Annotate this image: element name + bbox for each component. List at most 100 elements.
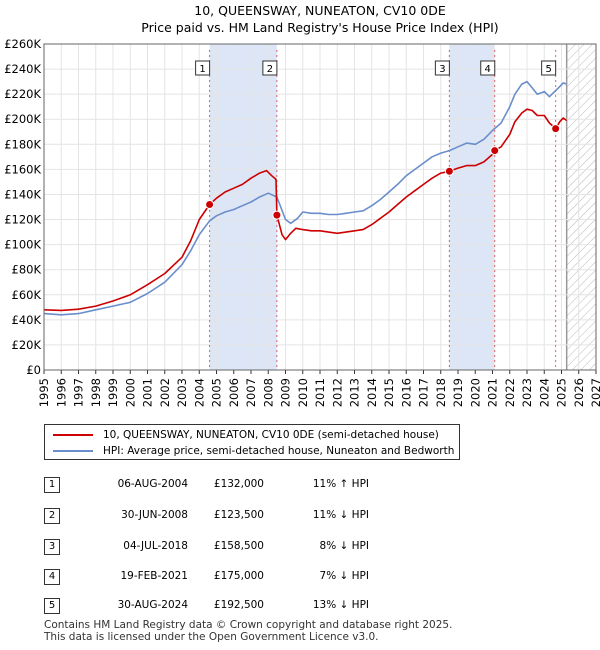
transaction-number: 1 [44, 477, 60, 493]
x-tick-label: 1995 [37, 378, 51, 407]
sale-label: 4 [485, 64, 491, 75]
x-tick-label: 2027 [589, 378, 600, 407]
transaction-price: £175,000 [213, 570, 264, 582]
transaction-date: 06-AUG-2004 [117, 478, 188, 490]
x-tick-label: 1998 [89, 378, 103, 407]
sale-label: 1 [199, 64, 205, 75]
sale-label-box [262, 60, 278, 76]
sale-point [272, 210, 282, 220]
y-tick-label: £240K [4, 62, 41, 76]
y-tick-label: £20K [12, 338, 42, 352]
transaction-row: 4 19-FEB-2021 £175,000 7% ↓ HPI [44, 564, 444, 590]
legend-swatch-hpi [53, 450, 93, 452]
transaction-number: 5 [44, 598, 60, 614]
x-tick-label: 2009 [279, 378, 293, 407]
legend-label-property: 10, QUEENSWAY, NUNEATON, CV10 0DE (semi-… [103, 429, 439, 441]
sale-label: 5 [545, 64, 551, 75]
x-tick-label: 2007 [244, 378, 258, 407]
transaction-hpi-diff: 13% ↓ HPI [312, 599, 369, 611]
transaction-date: 30-AUG-2024 [117, 599, 188, 611]
footer-attribution: Contains HM Land Registry data © Crown c… [44, 619, 584, 643]
transaction-hpi-diff: 8% ↓ HPI [319, 540, 369, 552]
transaction-hpi-diff: 11% ↓ HPI [312, 509, 369, 521]
y-tick-label: £40K [12, 313, 42, 327]
x-tick-label: 2022 [503, 378, 517, 407]
chart-title: 10, QUEENSWAY, NUNEATON, CV10 0DE [194, 3, 446, 18]
x-tick-label: 1999 [106, 378, 120, 407]
sale-point [490, 146, 500, 156]
x-tick-label: 2017 [417, 378, 431, 407]
x-tick-label: 2004 [192, 378, 206, 407]
x-tick-label: 2018 [434, 378, 448, 407]
x-tick-label: 2016 [399, 378, 413, 407]
x-tick-label: 2012 [330, 378, 344, 407]
x-tick-label: 1996 [54, 378, 68, 407]
x-tick-label: 2019 [451, 378, 465, 407]
x-tick-label: 2008 [261, 378, 275, 407]
transaction-number: 4 [44, 569, 60, 585]
transaction-row: 5 30-AUG-2024 £192,500 13% ↓ HPI [44, 593, 444, 619]
x-tick-label: 1997 [72, 378, 86, 407]
transaction-hpi-diff: 7% ↓ HPI [319, 570, 369, 582]
y-tick-label: £120K [4, 213, 41, 227]
transaction-price: £192,500 [213, 599, 264, 611]
x-tick-label: 2023 [520, 378, 534, 407]
x-tick-label: 2003 [175, 378, 189, 407]
sale-label: 2 [267, 64, 273, 75]
plot-frame [43, 43, 597, 371]
sale-label-box [434, 60, 450, 76]
y-tick-label: £100K [4, 238, 41, 252]
x-tick-label: 2006 [227, 378, 241, 407]
x-tick-label: 2002 [158, 378, 172, 407]
x-tick-label: 2010 [296, 378, 310, 407]
transaction-row: 3 04-JUL-2018 £158,500 8% ↓ HPI [44, 534, 444, 560]
legend-label-hpi: HPI: Average price, semi-detached house,… [103, 445, 455, 457]
chart-subtitle: Price paid vs. HM Land Registry's House … [141, 20, 498, 35]
transaction-number: 3 [44, 539, 60, 555]
chart-legend: 10, QUEENSWAY, NUNEATON, CV10 0DE (semi-… [44, 424, 460, 460]
y-tick-label: £140K [4, 187, 41, 201]
y-tick-label: £180K [4, 137, 41, 151]
sale-label-box [541, 60, 557, 76]
transaction-hpi-diff: 11% ↑ HPI [312, 478, 369, 490]
legend-swatch-property [53, 434, 93, 436]
x-tick-label: 2000 [123, 378, 137, 407]
series-line [43, 108, 568, 312]
y-tick-label: £200K [4, 112, 41, 126]
x-tick-label: 2021 [486, 378, 500, 407]
series-line [43, 80, 567, 316]
y-tick-label: £160K [4, 162, 41, 176]
x-tick-label: 2020 [468, 378, 482, 407]
sale-label-box [195, 60, 211, 76]
x-tick-label: 2011 [313, 378, 327, 407]
y-tick-label: £0 [26, 363, 41, 377]
price-chart: 10, QUEENSWAY, NUNEATON, CV10 0DE Price … [4, 3, 600, 407]
forecast-hatch-area [566, 44, 596, 370]
x-tick-label: 2005 [210, 378, 224, 407]
x-tick-label: 2025 [555, 378, 569, 407]
x-tick-label: 2015 [382, 378, 396, 407]
x-tick-label: 2014 [365, 378, 379, 407]
transaction-date: 30-JUN-2008 [121, 509, 188, 521]
footer-line-copyright: Contains HM Land Registry data © Crown c… [44, 619, 453, 631]
transaction-price: £132,000 [213, 478, 264, 490]
x-tick-label: 2013 [348, 378, 362, 407]
y-tick-label: £260K [4, 37, 41, 51]
transaction-price: £158,500 [213, 540, 264, 552]
sale-point [444, 166, 454, 176]
transaction-date: 04-JUL-2018 [123, 540, 188, 552]
x-tick-label: 2024 [537, 378, 551, 407]
sale-point [205, 199, 215, 209]
transaction-row: 1 06-AUG-2004 £132,000 11% ↑ HPI [44, 472, 444, 498]
y-tick-label: £80K [12, 263, 42, 277]
sale-point [551, 124, 561, 134]
transaction-number: 2 [44, 508, 60, 524]
sale-label: 3 [439, 64, 445, 75]
transaction-date: 19-FEB-2021 [120, 570, 188, 582]
sale-label-box [480, 60, 496, 76]
footer-line-licence: This data is licensed under the Open Gov… [44, 631, 379, 643]
transaction-row: 2 30-JUN-2008 £123,500 11% ↓ HPI [44, 503, 444, 529]
transaction-price: £123,500 [213, 509, 264, 521]
y-tick-label: £220K [4, 87, 41, 101]
y-tick-label: £60K [12, 288, 42, 302]
